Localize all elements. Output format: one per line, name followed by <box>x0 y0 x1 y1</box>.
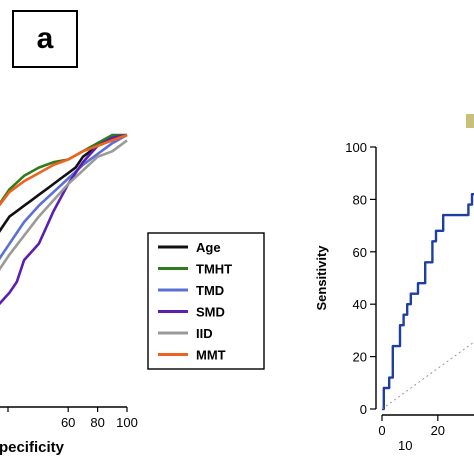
legend-label-smd: SMD <box>196 305 225 320</box>
left-x-axis-label: 100-Specificity <box>0 439 65 456</box>
right-y-tick-label: 0 <box>360 402 367 417</box>
right-y-tick-label: 80 <box>353 192 367 207</box>
right-y-tick-label: 20 <box>353 350 367 365</box>
legend-box <box>147 232 265 370</box>
legend-label-age: Age <box>196 240 221 255</box>
legend-label-tmd: TMD <box>196 283 224 298</box>
roc-step-line <box>382 193 474 411</box>
roc-line-tmd <box>0 133 128 261</box>
cropped-legend-marker <box>466 114 474 128</box>
right-y-axis-label: Sensitivity <box>314 245 329 311</box>
roc-line-age <box>0 133 128 233</box>
left-x-tick-label: 100 <box>116 415 138 430</box>
panel-label: a <box>36 22 54 55</box>
right-y-tick-label: 40 <box>353 297 367 312</box>
roc-line-mmt <box>0 133 128 207</box>
roc-line-iid <box>0 139 128 271</box>
legend-label-tmht: TMHT <box>196 262 232 277</box>
legend-label-iid: IID <box>196 326 213 341</box>
roc-line-smd <box>0 133 128 306</box>
right-x-tick-label: 10 <box>398 438 412 453</box>
reference-diagonal-line <box>381 341 474 410</box>
left-x-tick-label: 60 <box>61 415 75 430</box>
legend-label-mmt: MMT <box>196 348 226 363</box>
right-y-tick-label: 100 <box>345 140 367 155</box>
right-x-tick-label: 20 <box>431 423 445 438</box>
right-x-tick-label: 0 <box>378 423 385 438</box>
panel-label-box: a <box>12 10 78 68</box>
roc-line-tmht <box>0 133 127 206</box>
right-y-tick-label: 60 <box>353 245 367 260</box>
left-x-tick-label: 80 <box>90 415 104 430</box>
